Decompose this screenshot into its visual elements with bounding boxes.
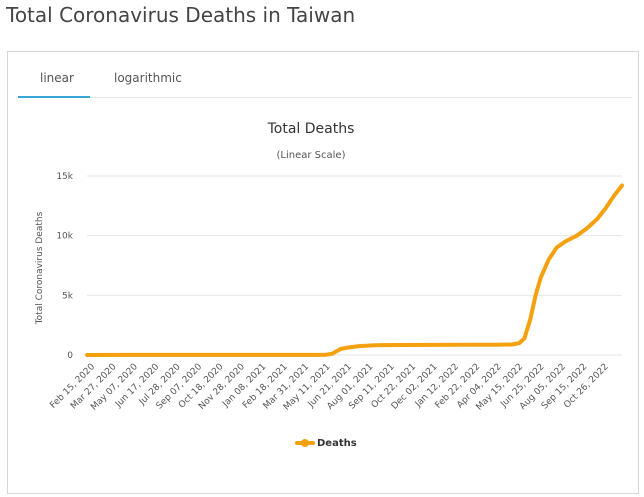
grid xyxy=(87,175,622,356)
deaths-chart: Total Deaths (Linear Scale) Total Corona… xyxy=(35,121,624,449)
y-axis-label: Total Coronavirus Deaths xyxy=(35,211,45,325)
y-tick-label: 10k xyxy=(56,232,73,242)
y-axis-ticks: 0 5k 10k 15k xyxy=(56,172,73,361)
y-tick-label: 5k xyxy=(62,291,74,301)
scale-tabs: linear logarithmic xyxy=(18,52,632,98)
page-title: Total Coronavirus Deaths in Taiwan xyxy=(6,3,356,27)
chart-panel: linear logarithmic Total Deaths (Linear … xyxy=(7,51,639,494)
legend-label-deaths: Deaths xyxy=(317,438,357,449)
series-layer xyxy=(85,183,624,357)
series-line-deaths[interactable] xyxy=(85,183,624,357)
legend[interactable]: Deaths xyxy=(295,438,357,449)
chart-title: Total Deaths xyxy=(267,121,355,137)
y-tick-label: 15k xyxy=(56,172,73,182)
tab-logarithmic[interactable]: logarithmic xyxy=(114,71,182,85)
legend-marker-deaths xyxy=(301,439,309,447)
tab-linear[interactable]: linear xyxy=(40,71,74,85)
chart-subtitle: (Linear Scale) xyxy=(277,150,346,161)
active-tab-indicator xyxy=(18,96,90,98)
y-tick-label: 0 xyxy=(67,351,73,361)
